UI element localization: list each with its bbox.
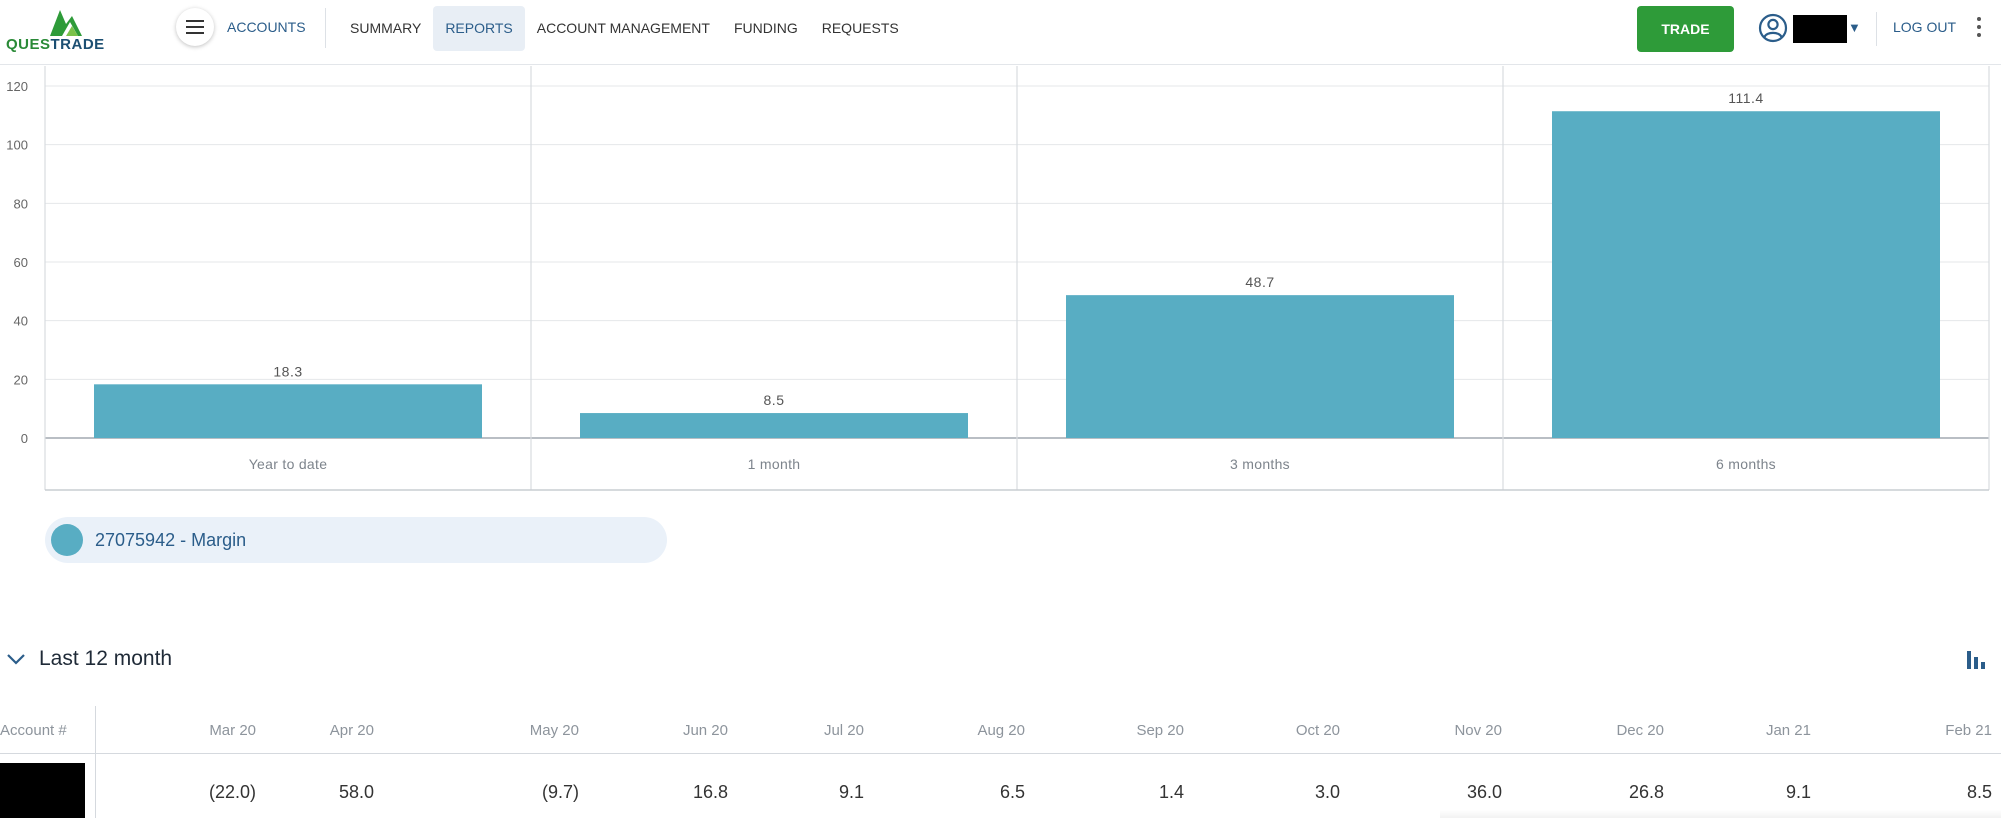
hamburger-menu-button[interactable] [176, 8, 214, 46]
table-header-month: Jan 21 [1765, 722, 1811, 739]
table-column-divider [95, 706, 96, 818]
questrade-logo[interactable]: QUESTRADE [6, 6, 132, 53]
nav-funding[interactable]: FUNDING [733, 20, 798, 36]
nav-accounts[interactable]: ACCOUNTS [227, 19, 306, 35]
table-header-month: Dec 20 [1616, 722, 1664, 739]
x-tick-label: 1 month [748, 456, 801, 472]
legend-label: 27075942 - Margin [95, 530, 247, 550]
table-header-month: Aug 20 [977, 722, 1025, 739]
table-cell-value: 16.8 [692, 782, 728, 802]
legend-color-dot [51, 524, 83, 556]
y-tick-label: 60 [14, 255, 28, 270]
x-tick-label: Year to date [249, 456, 328, 472]
table-header-month: Jun 20 [682, 722, 728, 739]
logout-link[interactable]: LOG OUT [1893, 19, 1957, 35]
nav-account-management[interactable]: ACCOUNT MANAGEMENT [536, 20, 710, 36]
table-header-month: Feb 21 [1945, 722, 1992, 739]
y-tick-label: 120 [6, 79, 28, 94]
table-header-month: Apr 20 [329, 722, 374, 739]
chevron-down-icon[interactable] [4, 647, 28, 671]
logo-text: QUESTRADE [6, 36, 105, 53]
table-cell-value: 3.0 [1314, 782, 1340, 802]
section-title: Last 12 month [39, 647, 173, 670]
hamburger-icon [186, 20, 204, 34]
nav-requests[interactable]: REQUESTS [821, 20, 899, 36]
user-name-redacted[interactable] [1793, 15, 1847, 43]
top-header: QUESTRADE ACCOUNTS SUMMARY REPORTS ACCOU… [0, 0, 2001, 65]
table-cell-value: 6.5 [999, 782, 1025, 802]
data-label: 8.5 [764, 392, 785, 408]
table-header-month: Jul 20 [823, 722, 864, 739]
table-cell-value: 1.4 [1158, 782, 1184, 802]
user-avatar-icon[interactable] [1758, 13, 1788, 43]
y-tick-label: 40 [14, 314, 28, 329]
data-label: 18.3 [273, 363, 302, 379]
table-cell-value: (9.7) [541, 782, 579, 802]
table-cell-value: 58.0 [338, 782, 374, 802]
logo-text-trade: TRADE [50, 36, 105, 53]
trade-button[interactable]: TRADE [1637, 6, 1734, 52]
bar [1066, 295, 1454, 438]
legend-item-account[interactable]: 27075942 - Margin [45, 517, 667, 563]
more-options-icon[interactable] [1975, 17, 1983, 39]
table-cell-value: 9.1 [1785, 782, 1811, 802]
table-header-account: Account # [0, 722, 67, 739]
y-tick-label: 80 [14, 196, 28, 211]
x-tick-label: 6 months [1716, 456, 1776, 472]
user-menu-caret-icon[interactable]: ▼ [1848, 20, 1861, 35]
nav-reports[interactable]: REPORTS [433, 6, 525, 51]
logo-mark-icon [50, 10, 82, 36]
table-cell-value: (22.0) [208, 782, 256, 802]
table-cell-value: 9.1 [838, 782, 864, 802]
table-header-divider [0, 753, 2001, 754]
table-header-month: Sep 20 [1136, 722, 1184, 739]
table-cell-value: 8.5 [1966, 782, 1992, 802]
bar [94, 384, 482, 438]
nav-summary[interactable]: SUMMARY [350, 20, 422, 36]
main-nav: SUMMARY REPORTS ACCOUNT MANAGEMENT FUNDI… [338, 6, 911, 51]
table-header-month: Mar 20 [209, 722, 256, 739]
data-label: 111.4 [1728, 90, 1763, 106]
returns-bar-chart: 0 20 40 60 80 100 120 18.3 Year to date 8.5 1 mont… [6, 66, 1990, 491]
bar [580, 413, 968, 438]
bar-chart-icon[interactable] [1965, 648, 1989, 672]
account-number-redacted [0, 763, 85, 818]
logo-text-ques: QUES [6, 36, 51, 53]
header-divider [1876, 12, 1877, 46]
y-tick-label: 100 [6, 138, 28, 153]
table-header-month: Nov 20 [1454, 722, 1502, 739]
bar [1552, 111, 1940, 438]
table-cell-value: 26.8 [1628, 782, 1664, 802]
table-header-month: May 20 [529, 722, 579, 739]
y-tick-label: 0 [21, 431, 28, 446]
table-cell-value: 36.0 [1466, 782, 1502, 802]
table-header-month: Oct 20 [1295, 722, 1340, 739]
nav-divider [325, 8, 326, 48]
data-label: 48.7 [1245, 274, 1274, 290]
x-tick-label: 3 months [1230, 456, 1290, 472]
y-tick-label: 20 [14, 372, 28, 387]
table-edge-shadow [1440, 810, 2001, 818]
